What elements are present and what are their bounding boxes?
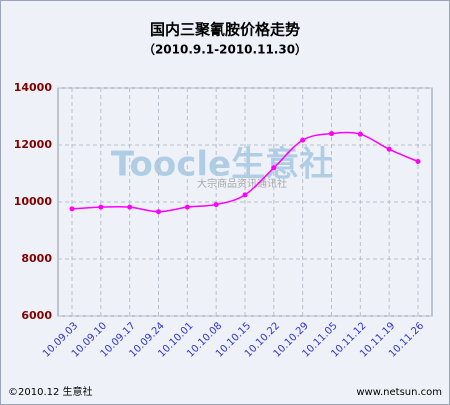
watermark-sub: 大宗商品资讯通讯社: [197, 177, 287, 190]
y-tick-label: 10000: [14, 195, 53, 208]
marker: [184, 204, 190, 210]
marker: [415, 159, 421, 165]
chart-title: 国内三聚氰胺价格走势: [150, 21, 300, 39]
marker: [242, 192, 248, 198]
y-tick-label: 14000: [14, 81, 53, 94]
marker: [357, 131, 363, 137]
y-tick-label: 8000: [21, 252, 52, 265]
chart-subtitle: （2010.9.1-2010.11.30）: [143, 42, 307, 57]
marker: [69, 206, 75, 212]
marker: [156, 209, 161, 215]
y-tick-label: 12000: [14, 138, 53, 151]
footer-left: ©2010.12 生意社: [8, 385, 93, 398]
marker: [300, 137, 306, 143]
footer-right: www.netsun.com: [356, 387, 442, 398]
watermark: Toocle生意社: [111, 145, 333, 185]
marker: [213, 202, 219, 208]
marker: [386, 146, 392, 152]
marker: [127, 204, 133, 210]
marker: [329, 131, 334, 137]
y-tick-label: 6000: [21, 309, 52, 322]
marker: [98, 204, 104, 210]
marker: [271, 165, 277, 171]
